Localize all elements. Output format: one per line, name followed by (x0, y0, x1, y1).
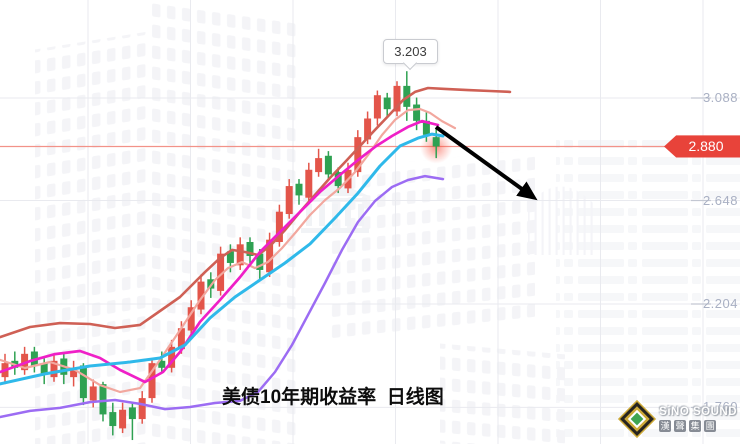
overlay-line-boll-lower (0, 174, 445, 419)
candle-body (177, 328, 185, 350)
candle (197, 274, 205, 315)
moving-average-lines (0, 86, 512, 419)
candle (50, 353, 58, 382)
current-price-tag: 2.880 (664, 135, 740, 158)
candle-body (422, 120, 430, 135)
y-axis-label: 1.760 (702, 399, 738, 415)
candle-body (99, 384, 107, 415)
candle-body (148, 363, 156, 399)
candle-body (413, 104, 421, 121)
y-axis-label: 2.204 (702, 295, 738, 311)
candle (138, 391, 146, 424)
candle-body (79, 365, 87, 399)
candle (79, 363, 87, 406)
candle-body (334, 172, 342, 187)
peak-value-text: 3.203 (394, 44, 427, 59)
candle (148, 358, 156, 403)
candle-body (168, 346, 176, 368)
brand-name-cn: 漢聲集團 (659, 420, 737, 432)
candle-body (246, 241, 254, 256)
candle-body (373, 95, 381, 119)
candle-body (158, 360, 166, 368)
annotation-layer (434, 125, 538, 201)
candle (324, 151, 332, 180)
candle-body (383, 97, 391, 110)
candle-body (40, 363, 48, 375)
candle (187, 300, 195, 338)
candle (432, 127, 440, 159)
candle-body (138, 398, 146, 420)
candle (109, 402, 117, 436)
diamond-logo-icon (619, 401, 655, 437)
candle-body (393, 85, 401, 112)
y-axis-label: 3.088 (702, 90, 738, 105)
candle (168, 339, 176, 373)
candle-body (236, 244, 244, 266)
brand-cn-char: 集 (689, 420, 702, 432)
candle-body (187, 307, 195, 331)
candle-body (364, 118, 372, 140)
candle (383, 92, 391, 117)
candle-body (285, 186, 293, 215)
candle-body (50, 360, 58, 378)
candle-body (226, 251, 234, 263)
candle-body (119, 409, 127, 429)
candle-body (217, 253, 225, 291)
candle (217, 246, 225, 296)
fan-watermark (528, 186, 595, 255)
candle (305, 162, 313, 203)
candle (373, 90, 381, 126)
candle (246, 237, 254, 263)
peak-value-tooltip: 3.203 (383, 39, 438, 71)
candle-body (128, 407, 136, 420)
candle-body (275, 211, 283, 242)
candle-body (305, 169, 313, 198)
y-axis-label: 2.648 (702, 192, 738, 208)
candle-body (109, 412, 117, 427)
background-watermark (35, 0, 740, 444)
candle (128, 402, 136, 441)
brand-cn-char: 團 (704, 420, 717, 432)
overlay-line-ma-mid (0, 119, 440, 384)
overlay-line-ma-slow (0, 132, 445, 386)
brand-logo: SiNO SOUND 漢聲集團 (619, 401, 737, 437)
current-price-text: 2.880 (688, 137, 724, 154)
candle-body (89, 386, 97, 401)
candle-body (324, 155, 332, 175)
candle-body (256, 253, 264, 270)
candle-body (295, 183, 303, 196)
candle (275, 204, 283, 247)
candle (266, 232, 274, 277)
candle (158, 351, 166, 373)
candle (315, 148, 323, 177)
candle-body (266, 239, 274, 273)
candle (295, 179, 303, 205)
candle (285, 179, 293, 219)
candle-body (354, 137, 362, 173)
candle-body (432, 137, 440, 147)
brand-cn-char: 漢 (659, 420, 672, 432)
candle-body (315, 158, 323, 173)
candle-body (197, 281, 205, 310)
candle (119, 402, 127, 434)
brand-cn-char: 聲 (674, 420, 687, 432)
chart-title: 美债10年期收益率 日线图 (222, 387, 444, 408)
overlay-line-boll-upper (0, 86, 512, 339)
overlay-line-ma-fast (0, 107, 457, 394)
brand-text: SiNO SOUND 漢聲集團 (659, 406, 737, 432)
down-trend-arrow (434, 125, 538, 201)
candle (236, 237, 244, 270)
candle (70, 360, 78, 387)
brand-name-en: SiNO SOUND (659, 406, 737, 418)
candle-body (70, 367, 78, 378)
candle (393, 81, 401, 117)
